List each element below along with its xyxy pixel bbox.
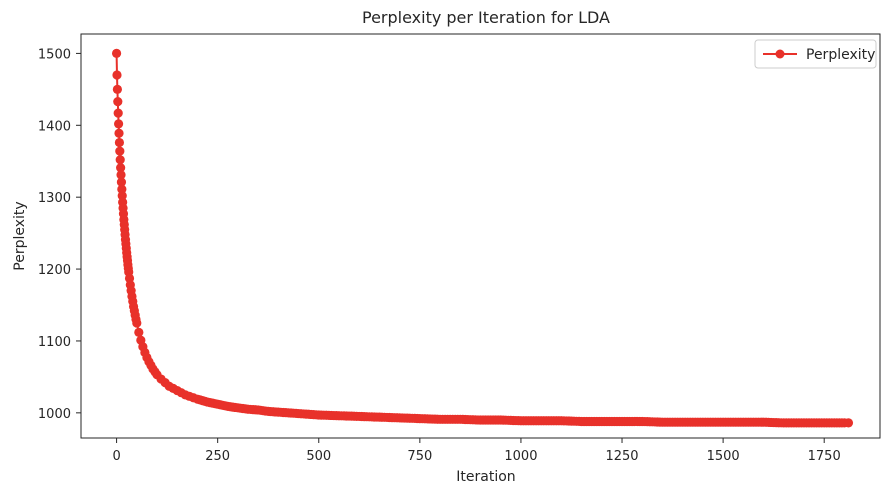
y-tick-label: 1300 xyxy=(38,191,71,206)
y-tick-label: 1500 xyxy=(38,47,71,62)
legend-frame xyxy=(754,39,877,69)
data-point xyxy=(113,96,123,107)
legend: Perplexity xyxy=(754,39,877,69)
x-tick-label: 500 xyxy=(306,449,331,464)
data-point xyxy=(111,48,122,59)
x-tick-label: 1750 xyxy=(808,449,841,464)
y-tick-label: 1100 xyxy=(38,335,71,350)
data-point xyxy=(116,170,126,180)
data-point xyxy=(112,84,122,94)
data-point xyxy=(114,128,124,138)
x-tick-label: 1250 xyxy=(605,449,638,464)
data-point xyxy=(116,163,126,173)
plot-area xyxy=(111,48,854,428)
y-tick-label: 1400 xyxy=(38,119,71,134)
data-point xyxy=(843,418,854,428)
y-tick-label: 1000 xyxy=(38,407,71,422)
data-point xyxy=(114,137,125,148)
y-tick-label: 1200 xyxy=(38,263,71,278)
x-axis-ticks: 0 250 500 750 1000 1250 1500 1750 xyxy=(112,438,841,464)
axes-frame xyxy=(80,33,881,439)
data-point xyxy=(116,177,127,187)
x-tick-label: 0 xyxy=(112,449,120,464)
y-axis-title: Perplexity xyxy=(12,201,28,270)
legend-marker-swatch xyxy=(775,49,785,59)
x-tick-label: 750 xyxy=(407,449,432,464)
x-axis-title: Iteration xyxy=(456,469,515,484)
x-tick-label: 250 xyxy=(205,449,230,464)
data-point xyxy=(113,108,123,118)
data-point xyxy=(115,146,125,156)
y-axis-ticks: 1000 1100 1200 1300 1400 1500 xyxy=(38,47,81,422)
x-tick-label: 1500 xyxy=(707,449,740,464)
x-tick-label: 1000 xyxy=(504,449,537,464)
data-point xyxy=(112,70,122,80)
data-point xyxy=(115,155,125,165)
series-markers xyxy=(111,48,854,428)
data-point xyxy=(134,327,144,337)
legend-label: Perplexity xyxy=(806,47,875,63)
chart-title: Perplexity per Iteration for LDA xyxy=(362,8,610,27)
data-point xyxy=(132,318,142,328)
data-point xyxy=(114,119,124,129)
